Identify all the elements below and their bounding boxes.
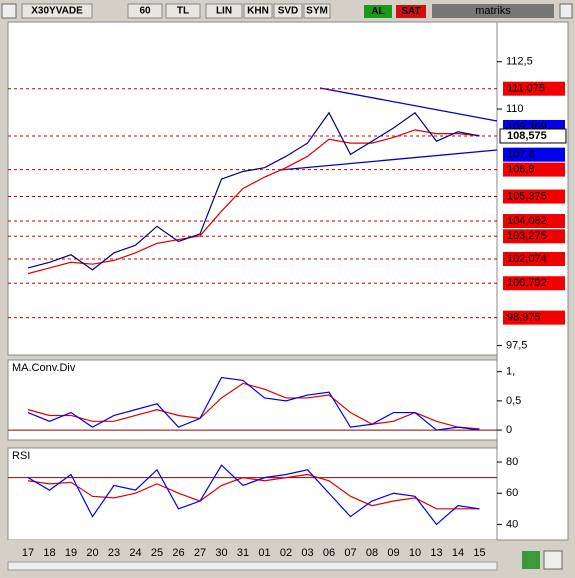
level-box	[503, 251, 565, 266]
y-tick-label: 80	[506, 456, 518, 468]
date-label: 19	[65, 547, 77, 559]
level-label: 111,075	[507, 83, 545, 95]
scrollbar[interactable]	[7, 561, 498, 571]
buy-button[interactable]	[364, 5, 392, 18]
toolbar-button[interactable]	[243, 3, 273, 19]
panel-title: MA.Conv.Div	[12, 362, 76, 374]
brand-box	[432, 4, 554, 18]
level-box	[503, 229, 565, 244]
date-label: 06	[323, 547, 335, 559]
date-label: 25	[151, 547, 163, 559]
level-label: 104,082	[507, 215, 547, 227]
level-label: 102,074	[507, 253, 547, 265]
date-label: 20	[86, 547, 98, 559]
sell-label: SAT	[401, 6, 420, 17]
y-tick-label: 60	[506, 487, 518, 499]
date-label: 23	[108, 547, 120, 559]
date-axis	[8, 540, 497, 562]
date-label: 02	[280, 547, 292, 559]
y-tick-label: 110	[506, 103, 524, 115]
level-label: 98,975	[507, 312, 541, 324]
rsi-average	[27, 473, 480, 510]
brand-label: matriks	[475, 5, 511, 17]
toolbar-button[interactable]	[205, 3, 243, 19]
price-panel	[7, 21, 498, 356]
trend-line	[279, 149, 498, 171]
toolbar-label: TL	[177, 6, 189, 17]
date-label: 30	[215, 547, 227, 559]
date-label: 18	[43, 547, 55, 559]
date-label: 31	[237, 547, 249, 559]
date-label: 27	[194, 547, 206, 559]
level-box	[503, 81, 565, 96]
macd-line	[27, 376, 480, 431]
last-box	[499, 128, 567, 144]
toolbar-button[interactable]	[165, 3, 201, 19]
level-box	[503, 162, 565, 177]
y-tick-label: 112,5	[506, 56, 533, 68]
last-label: 108,575	[507, 130, 547, 142]
settings-button[interactable]	[543, 550, 563, 570]
toolbar-button[interactable]	[273, 3, 303, 19]
date-label: 03	[301, 547, 313, 559]
y-tick-label: 40	[506, 518, 518, 530]
rsi-line	[27, 464, 480, 526]
date-label: 09	[387, 547, 399, 559]
level-label: 106,8	[507, 163, 535, 175]
toolbar-button[interactable]	[21, 3, 93, 19]
y-tick-label: 1,	[506, 366, 515, 378]
close-button[interactable]	[559, 3, 573, 19]
trend-box	[503, 147, 565, 162]
date-label: 13	[430, 547, 442, 559]
date-label: 15	[473, 547, 485, 559]
level-label: 105,375	[507, 190, 547, 202]
moving-average	[27, 129, 480, 275]
sell-button[interactable]	[396, 5, 426, 18]
y-tick-label: 0	[506, 424, 512, 436]
toolbar-label: LIN	[216, 6, 232, 17]
trend-label: 107,8	[507, 149, 535, 161]
level-box	[503, 276, 565, 291]
level-box	[503, 189, 565, 204]
panel-title: RSI	[12, 450, 30, 462]
trend-line	[319, 87, 498, 122]
level-label: 103,275	[507, 230, 547, 242]
date-label: 08	[366, 547, 378, 559]
level-label: 100,792	[507, 277, 547, 289]
date-label: 14	[452, 547, 464, 559]
date-label: 07	[344, 547, 356, 559]
toolbar-button[interactable]	[127, 3, 163, 19]
y-tick-label: 0,5	[506, 395, 521, 407]
macd-panel	[7, 359, 498, 441]
menu-button[interactable]	[1, 3, 17, 19]
toolbar-label: X30YVADE	[31, 6, 83, 17]
price-line	[27, 111, 480, 271]
refresh-button[interactable]	[522, 551, 540, 569]
y-tick-label: 97,5	[506, 339, 527, 351]
date-label: 17	[22, 547, 34, 559]
level-box	[503, 310, 565, 325]
date-label: 01	[258, 547, 270, 559]
toolbar-label: SVD	[278, 6, 299, 17]
date-label: 10	[409, 547, 421, 559]
date-label: 24	[129, 547, 141, 559]
toolbar-label: SYM	[306, 6, 328, 17]
date-label: 26	[172, 547, 184, 559]
toolbar-button[interactable]	[303, 3, 331, 19]
level-box	[503, 214, 565, 229]
buy-label: AL	[371, 6, 384, 17]
toolbar-label: KHN	[247, 6, 269, 17]
toolbar-label: 60	[139, 6, 151, 17]
